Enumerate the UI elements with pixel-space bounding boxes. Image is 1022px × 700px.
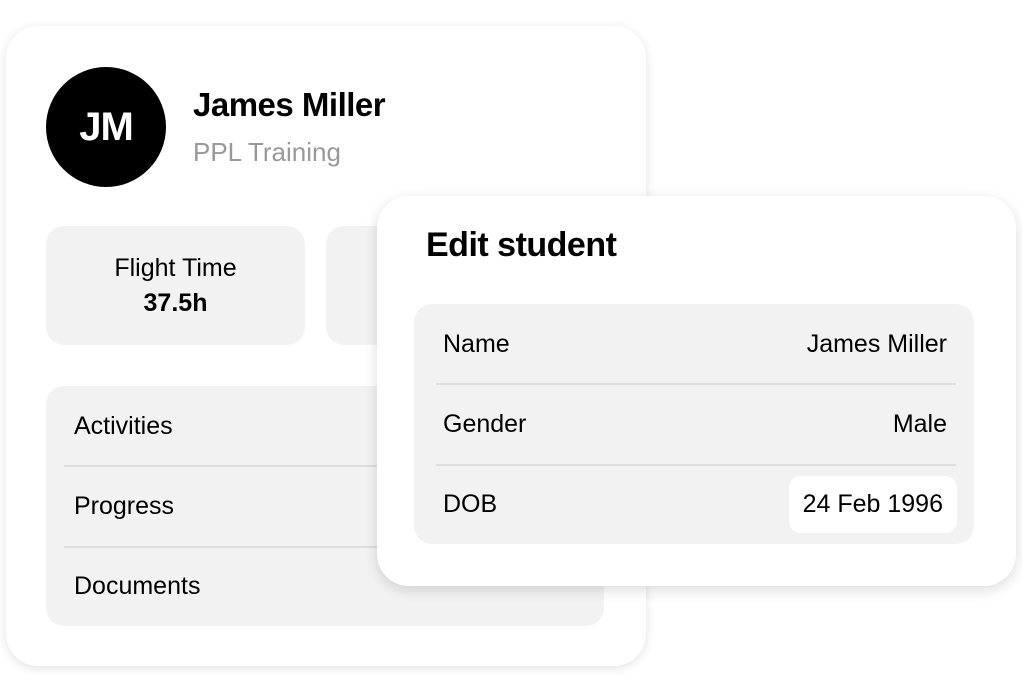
divider xyxy=(436,383,956,385)
dob-date-picker[interactable]: 24 Feb 1996 xyxy=(788,475,957,533)
stat-label: Flight Time xyxy=(114,254,237,282)
menu-item-documents[interactable]: Documents xyxy=(46,546,604,626)
field-gender[interactable]: Gender Male xyxy=(414,384,974,464)
field-name[interactable]: Name James Miller xyxy=(414,304,974,384)
field-label: Gender xyxy=(443,409,527,438)
menu-item-label: Documents xyxy=(74,571,201,600)
edit-student-dialog: Edit student Name James Miller Gender Ma… xyxy=(377,196,1016,586)
menu-item-activities[interactable]: Activities xyxy=(46,386,604,466)
menu-item-label: Activities xyxy=(74,411,173,440)
divider xyxy=(64,546,604,548)
student-name: James Miller xyxy=(193,86,386,123)
field-label: DOB xyxy=(443,489,498,518)
stat-value: 37.5h xyxy=(143,289,208,317)
divider xyxy=(436,464,956,466)
field-dob[interactable]: DOB 24 Feb 1996 xyxy=(414,464,974,544)
avatar: JM xyxy=(46,67,166,187)
divider xyxy=(64,465,604,467)
edit-form: Name James Miller Gender Male DOB 24 Feb… xyxy=(414,304,974,544)
menu-item-label: Progress xyxy=(74,491,175,520)
student-subtitle: PPL Training xyxy=(193,137,341,167)
menu-item-progress[interactable]: Progress xyxy=(46,466,604,546)
dialog-title: Edit student xyxy=(426,226,617,264)
field-value[interactable]: Male xyxy=(892,409,947,438)
stat-flight-time: Flight Time 37.5h xyxy=(46,226,305,345)
field-value[interactable]: James Miller xyxy=(806,329,947,358)
field-label: Name xyxy=(443,329,510,358)
